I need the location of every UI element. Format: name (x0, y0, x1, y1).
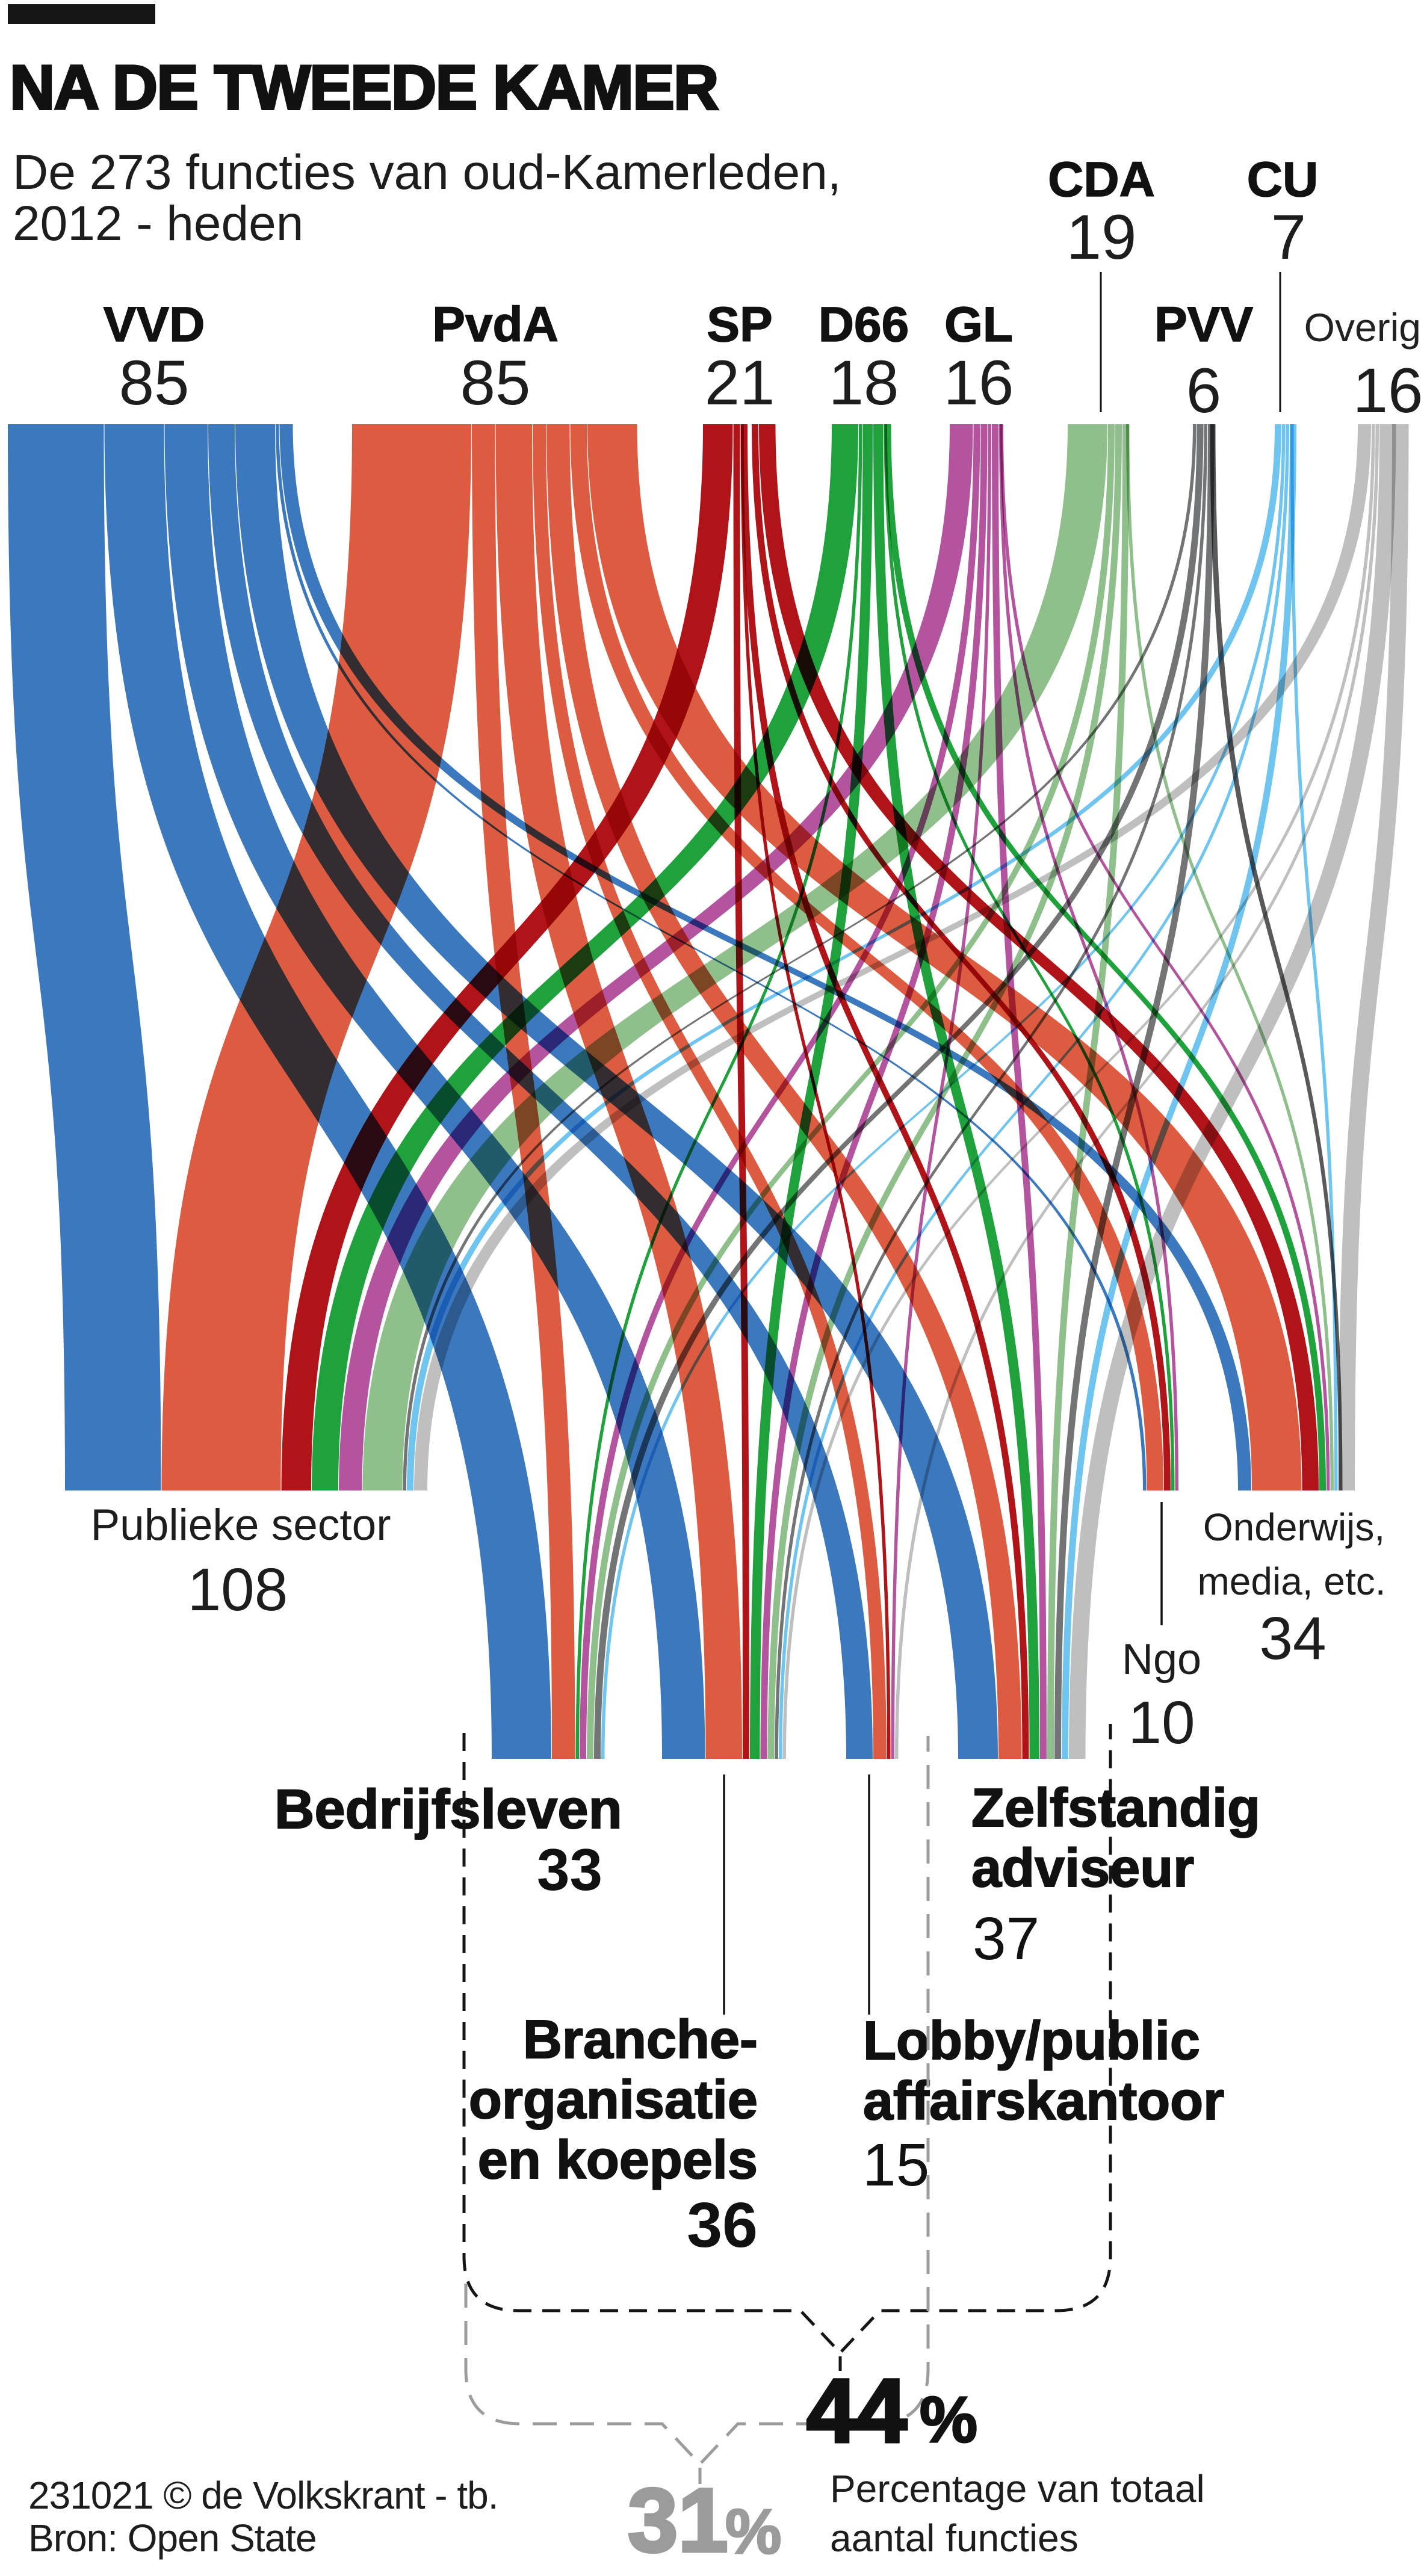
svg-text:18: 18 (829, 348, 899, 418)
svg-text:adviseur: adviseur (971, 1838, 1194, 1898)
svg-text:Overig: Overig (1304, 305, 1421, 350)
svg-text:en koepels: en koepels (478, 2130, 758, 2190)
svg-text:19: 19 (1067, 202, 1137, 273)
svg-text:34: 34 (1259, 1605, 1326, 1672)
svg-text:affairskantoor: affairskantoor (863, 2071, 1224, 2131)
svg-text:15: 15 (862, 2131, 929, 2199)
svg-text:De 273 functies van oud-Kamerl: De 273 functies van oud-Kamerleden, (13, 145, 841, 200)
svg-text:Percentage van totaal: Percentage van totaal (830, 2467, 1205, 2510)
svg-text:36: 36 (687, 2190, 758, 2261)
svg-text:Bedrijfsleven: Bedrijfsleven (274, 1779, 622, 1840)
svg-text:231021 © de Volkskrant - tb.: 231021 © de Volkskrant - tb. (28, 2474, 498, 2517)
svg-text:21: 21 (705, 348, 775, 418)
svg-text:31: 31 (628, 2469, 728, 2571)
svg-text:6: 6 (1186, 356, 1221, 426)
svg-text:Onderwijs,: Onderwijs, (1203, 1506, 1385, 1549)
svg-text:85: 85 (119, 348, 190, 418)
svg-text:108: 108 (188, 1556, 288, 1623)
svg-text:GL: GL (944, 297, 1013, 352)
svg-text:2012 - heden: 2012 - heden (13, 196, 303, 251)
svg-text:D66: D66 (819, 297, 909, 352)
svg-text:10: 10 (1128, 1689, 1195, 1756)
svg-text:Lobby/public: Lobby/public (863, 2011, 1200, 2071)
svg-text:Branche-: Branche- (523, 2010, 758, 2070)
svg-text:organisatie: organisatie (469, 2070, 758, 2130)
svg-text:%: % (920, 2383, 977, 2456)
svg-text:CDA: CDA (1048, 152, 1155, 207)
svg-text:NA DE TWEEDE KAMER: NA DE TWEEDE KAMER (10, 53, 718, 123)
svg-text:VVD: VVD (104, 297, 205, 352)
svg-text:85: 85 (460, 348, 531, 418)
svg-text:Zelfstandig: Zelfstandig (971, 1778, 1260, 1838)
svg-text:16: 16 (944, 348, 1014, 418)
svg-text:aantal functies: aantal functies (830, 2516, 1079, 2560)
svg-text:CU: CU (1247, 152, 1318, 207)
svg-text:37: 37 (973, 1905, 1039, 1972)
svg-text:44: 44 (806, 2360, 907, 2461)
svg-text:16: 16 (1353, 356, 1421, 426)
svg-text:Bron: Open State: Bron: Open State (28, 2516, 317, 2560)
svg-text:Publieke sector: Publieke sector (90, 1501, 391, 1549)
svg-text:7: 7 (1271, 202, 1306, 273)
svg-text:SP: SP (707, 297, 772, 352)
svg-text:33: 33 (537, 1836, 602, 1903)
svg-text:media, etc.: media, etc. (1197, 1560, 1385, 1603)
svg-text:Ngo: Ngo (1122, 1635, 1201, 1684)
svg-text:PVV: PVV (1154, 297, 1253, 352)
svg-text:PvdA: PvdA (432, 297, 559, 352)
svg-text:%: % (725, 2497, 781, 2567)
